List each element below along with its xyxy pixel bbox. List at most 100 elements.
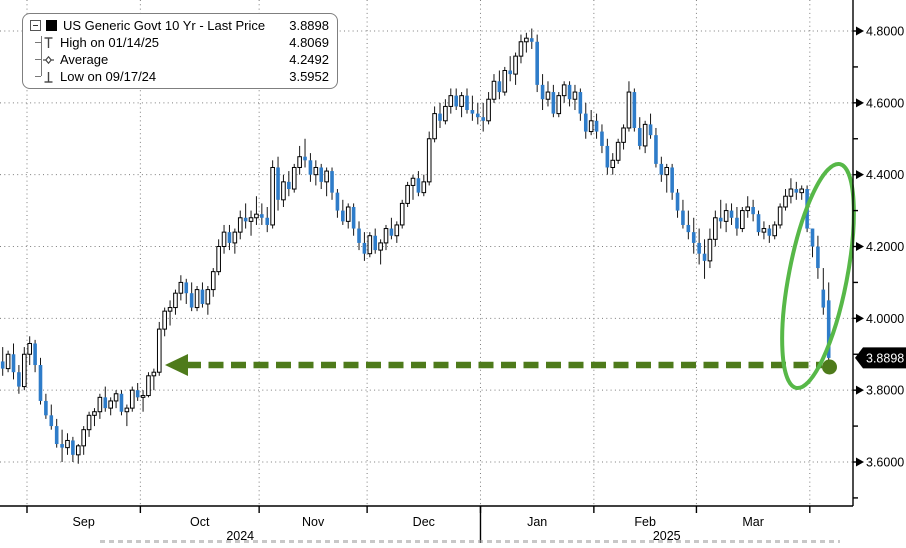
- candle-body-down: [729, 210, 734, 218]
- candle-body-up: [345, 206, 351, 222]
- average-marker-icon: [41, 53, 56, 67]
- low-value: 3.5952: [289, 69, 329, 84]
- candle-body-down: [11, 354, 16, 373]
- candle-body-up: [129, 389, 135, 409]
- candle-body-down: [362, 242, 367, 254]
- candle-body-down: [605, 145, 610, 168]
- candle-body-up: [86, 414, 92, 431]
- candle-body-up: [410, 177, 416, 186]
- last-price-tag: [855, 347, 906, 369]
- legend-low-row: Low on 09/17/24 3.5952: [23, 68, 337, 85]
- candle-body-up: [27, 342, 32, 355]
- candle-body-down: [686, 224, 691, 233]
- candle-body-down: [33, 343, 37, 366]
- candle-body-up: [740, 210, 745, 230]
- legend-expander-icon[interactable]: [30, 20, 41, 31]
- legend-high-row: High on 01/14/25 4.8069: [23, 34, 337, 51]
- candle-body-down: [189, 293, 194, 308]
- candle-body-down: [535, 41, 539, 85]
- candle-body-up: [777, 206, 783, 226]
- legend-series-row: US Generic Govt 10 Yr - Last Price 3.889…: [23, 17, 337, 34]
- candle-body-down: [551, 92, 556, 114]
- trend-arrow-dot: [822, 359, 837, 375]
- candle-body-up: [513, 55, 518, 75]
- candle-body-up: [621, 127, 626, 143]
- y-tick-arrow-icon: [856, 26, 864, 36]
- candle-body-down: [341, 210, 345, 222]
- y-tick-arrow-icon: [856, 98, 864, 108]
- y-axis-label: 3.8000: [866, 384, 904, 398]
- candle-body-down: [373, 235, 378, 251]
- candle-body-down: [200, 289, 205, 304]
- month-label: Jan: [527, 515, 547, 529]
- candle-body-up: [642, 123, 648, 147]
- candle-body-down: [751, 206, 755, 215]
- candle-body-up: [124, 407, 130, 413]
- candle-body-up: [561, 84, 567, 97]
- candle-body-down: [465, 95, 469, 111]
- y-tick-arrow-icon: [856, 457, 864, 467]
- candle-body-down: [816, 246, 820, 269]
- candle-body-up: [432, 113, 437, 140]
- candle-body-up: [486, 98, 491, 122]
- candle-body-up: [788, 188, 794, 197]
- candle-body-down: [691, 232, 696, 243]
- y-axis-label: 3.6000: [866, 456, 904, 470]
- candle-body-down: [681, 210, 685, 225]
- y-axis-label: 4.6000: [866, 96, 904, 110]
- candle-body-down: [675, 192, 680, 211]
- candle-body-down: [287, 181, 291, 190]
- candle-body-down: [260, 214, 264, 218]
- candle-body-down: [454, 95, 458, 107]
- candle-body-up: [367, 235, 373, 255]
- y-tick-arrow-icon: [856, 313, 864, 323]
- candle-body-up: [772, 224, 778, 237]
- tree-stub: [35, 59, 41, 60]
- candle-body-up: [75, 445, 81, 456]
- candle-body-down: [276, 167, 280, 200]
- candle-body-down: [583, 113, 588, 132]
- candle-body-up: [65, 439, 70, 449]
- high-label: High on 01/14/25: [60, 35, 160, 50]
- candle-body-down: [0, 361, 5, 369]
- year-label: 2024: [226, 529, 254, 543]
- candle-body-down: [470, 110, 475, 114]
- candle-body-up: [221, 231, 227, 248]
- candle-body-down: [351, 206, 356, 229]
- candle-body-down: [648, 124, 653, 136]
- candle-body-down: [718, 217, 723, 222]
- candle-body-up: [324, 170, 329, 183]
- candle-body-up: [664, 166, 670, 176]
- candle-body-up: [113, 393, 119, 402]
- candle-body-up: [194, 289, 200, 309]
- low-marker-icon: [41, 70, 56, 84]
- candle-body-down: [243, 217, 248, 222]
- candle-body-down: [319, 167, 324, 182]
- series-swatch-icon: [46, 20, 57, 31]
- candle-body-down: [794, 189, 799, 193]
- candle-body-down: [438, 113, 442, 121]
- candle-body-up: [502, 70, 508, 93]
- candle-body-down: [265, 217, 270, 225]
- candle-body-down: [308, 160, 313, 175]
- candle-body-down: [227, 232, 232, 243]
- candle-body-down: [594, 120, 599, 132]
- candle-body-up: [524, 37, 529, 43]
- low-label: Low on 09/17/24: [60, 69, 157, 84]
- legend-average-row: Average 4.2492: [23, 51, 337, 68]
- candle-body-up: [545, 91, 551, 100]
- candle-body-down: [119, 393, 124, 412]
- candle-body-up: [205, 289, 211, 305]
- candle-body-down: [71, 440, 75, 455]
- candle-body-down: [567, 84, 572, 100]
- trend-arrow-head: [165, 354, 188, 376]
- month-label: Feb: [634, 515, 656, 529]
- candle-body-up: [313, 166, 319, 176]
- legend-tree-line: [41, 36, 42, 76]
- candle-body-down: [756, 214, 761, 233]
- candle-body-down: [135, 390, 140, 398]
- candle-body-down: [303, 156, 307, 161]
- candle-body-up: [378, 242, 383, 251]
- candle-body-up: [799, 188, 805, 194]
